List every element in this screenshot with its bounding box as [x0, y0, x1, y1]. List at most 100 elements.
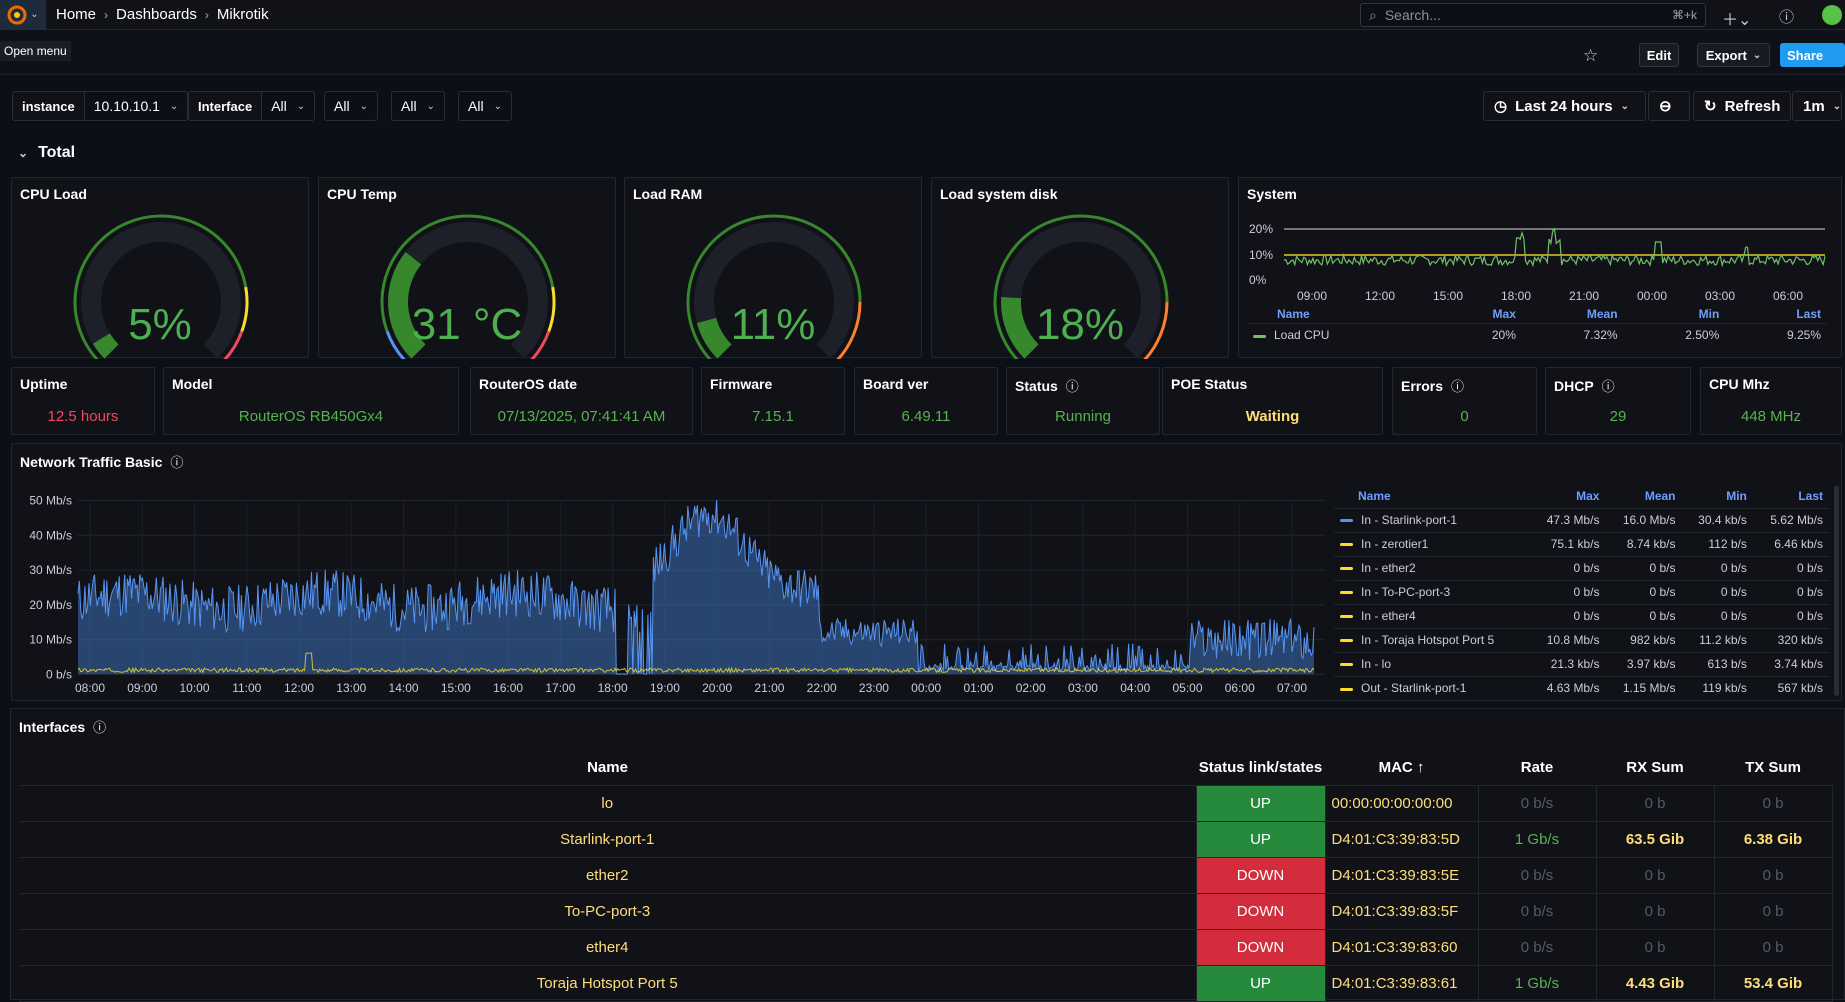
- panel-system[interactable]: System 20% 10% 0% 09:00 12:00 15:00 18:0…: [1238, 177, 1842, 358]
- legend-max: 4.63 Mb/s: [1529, 675, 1606, 700]
- cell-name: ether2: [19, 857, 1197, 894]
- avatar[interactable]: [1822, 5, 1842, 25]
- chevron-down-icon: ⌄: [1752, 49, 1762, 61]
- stat-panel-dhcp[interactable]: DHCP ⓘ 29: [1545, 367, 1691, 435]
- legend-last: 9.25%: [1725, 322, 1827, 347]
- legend-mean: 982 kb/s: [1605, 627, 1682, 652]
- panel-title-text: Network Traffic Basic: [20, 453, 163, 470]
- row-total[interactable]: ⌄ Total: [18, 144, 75, 162]
- column-header-status[interactable]: Status link/states: [1196, 751, 1325, 786]
- chevron-right-icon: ›: [104, 7, 109, 22]
- legend-row[interactable]: In - ether4 0 b/s 0 b/s 0 b/s 0 b/s: [1334, 603, 1829, 628]
- variable-value[interactable]: All ⌄: [392, 92, 444, 120]
- gauge-track: [81, 222, 241, 359]
- legend-last: 6.46 kb/s: [1752, 531, 1829, 556]
- gauge-threshold-arc: [547, 286, 556, 332]
- legend-scrollbar[interactable]: [1834, 486, 1839, 696]
- table-row[interactable]: Toraja Hotspot Port 5 UP D4:01:C3:39:83:61…: [19, 965, 1833, 1002]
- breadcrumb-dashboards[interactable]: Dashboards: [116, 6, 197, 23]
- legend-row[interactable]: In - lo 21.3 kb/s 3.97 kb/s 613 b/s 3.74 kb/…: [1334, 651, 1829, 676]
- panel-interfaces[interactable]: Interfaces ⓘ Name Status link/states MAC …: [10, 708, 1845, 1002]
- column-header-tx-sum[interactable]: TX Sum: [1714, 751, 1832, 786]
- star-icon[interactable]: ☆: [1583, 46, 1599, 65]
- column-header-mac[interactable]: MAC ↑: [1325, 751, 1478, 786]
- table-row[interactable]: To-PC-port-3 DOWN D4:01:C3:39:83:5F 0 b/s 0 …: [19, 893, 1833, 930]
- breadcrumb-home[interactable]: Home: [56, 6, 97, 23]
- x-tick: 08:00: [75, 681, 105, 695]
- variable-value[interactable]: All ⌄: [262, 92, 314, 120]
- variable-4[interactable]: All ⌄: [391, 91, 445, 121]
- info-icon[interactable]: ⓘ: [170, 455, 184, 470]
- legend-min: 0 b/s: [1681, 555, 1753, 580]
- edit-button[interactable]: Edit: [1639, 43, 1679, 67]
- time-range-picker[interactable]: ◷ Last 24 hours ⌄: [1483, 91, 1646, 121]
- stat-panel-status[interactable]: Status ⓘ Running: [1006, 367, 1160, 435]
- stat-panel-routeros-date[interactable]: RouterOS date 07/13/2025, 07:41:41 AM: [470, 367, 693, 435]
- plus-icon[interactable]: ＋⌄: [1722, 12, 1752, 29]
- stat-panel-uptime[interactable]: Uptime 12.5 hours: [11, 367, 155, 435]
- legend-row[interactable]: In - Toraja Hotspot Port 5 10.8 Mb/s 982 k…: [1334, 627, 1829, 652]
- legend-max: 47.3 Mb/s: [1529, 507, 1606, 532]
- info-icon[interactable]: ⓘ: [1065, 379, 1079, 394]
- stat-panel-errors[interactable]: Errors ⓘ 0: [1392, 367, 1537, 435]
- x-tick: 12:00: [284, 681, 314, 695]
- panel-network-traffic[interactable]: Network Traffic Basic ⓘ 50 Mb/s 40 Mb/s 30 …: [11, 443, 1842, 701]
- panel-title: POE Status: [1171, 376, 1247, 392]
- panel-load-ram[interactable]: Load RAM 11%: [624, 177, 922, 359]
- legend-name: In - zerotier1: [1334, 531, 1530, 556]
- help-icon[interactable]: ⓘ: [1779, 9, 1795, 26]
- search-input[interactable]: ⌕ Search... ⌘+k: [1360, 3, 1706, 27]
- legend-row[interactable]: In - zerotier1 75.1 kb/s 8.74 kb/s 112 b/s 6…: [1334, 531, 1829, 556]
- stat-value: 29: [1609, 408, 1627, 425]
- stat-panel-poe-status[interactable]: POE Status Waiting: [1162, 367, 1383, 435]
- cell-rx-sum: 0 b: [1596, 785, 1715, 822]
- stat-value: 6.49.11: [901, 408, 951, 425]
- y-tick: 40 Mb/s: [29, 528, 72, 542]
- cell-status: UP: [1196, 965, 1326, 1002]
- refresh-interval-picker[interactable]: 1m ⌄: [1792, 91, 1842, 121]
- variable-5[interactable]: All ⌄: [458, 91, 512, 121]
- legend-row[interactable]: Load CPU 20% 7.32% 2.50% 9.25%: [1247, 322, 1827, 347]
- share-label: Share: [1787, 47, 1824, 63]
- refresh-button[interactable]: ↻ Refresh: [1693, 91, 1791, 121]
- x-tick: 17:00: [545, 681, 575, 695]
- panel-cpu-load[interactable]: CPU Load 5%: [11, 177, 309, 359]
- variable-value[interactable]: 10.10.10.1 ⌄: [85, 92, 188, 120]
- legend-row[interactable]: Out - Starlink-port-1 4.63 Mb/s 1.15 Mb/s 1…: [1334, 675, 1829, 700]
- column-header-rx-sum[interactable]: RX Sum: [1596, 751, 1714, 786]
- variable-value[interactable]: All ⌄: [459, 92, 511, 120]
- legend-row[interactable]: In - Starlink-port-1 47.3 Mb/s 16.0 Mb/s 30…: [1334, 507, 1829, 532]
- panel-cpu-temp[interactable]: CPU Temp 31 °C: [318, 177, 616, 359]
- legend-row[interactable]: In - To-PC-port-3 0 b/s 0 b/s 0 b/s 0 b/s: [1334, 579, 1829, 604]
- variable-3[interactable]: All ⌄: [324, 91, 378, 121]
- column-header-rate[interactable]: Rate: [1478, 751, 1596, 786]
- panel-load-system-disk[interactable]: Load system disk 18%: [931, 177, 1229, 359]
- y-tick: 30 Mb/s: [29, 563, 72, 577]
- stat-panel-firmware[interactable]: Firmware 7.15.1: [701, 367, 845, 435]
- table-row[interactable]: Starlink-port-1 UP D4:01:C3:39:83:5D 1 Gb/s…: [19, 821, 1833, 858]
- variable-interface[interactable]: Interface All ⌄: [188, 91, 316, 121]
- info-icon[interactable]: ⓘ: [93, 720, 107, 735]
- column-header-name[interactable]: Name: [19, 751, 1196, 786]
- legend-row[interactable]: In - ether2 0 b/s 0 b/s 0 b/s 0 b/s: [1334, 555, 1829, 580]
- export-button[interactable]: Export ⌄: [1697, 43, 1770, 67]
- share-button[interactable]: Share: [1780, 43, 1845, 67]
- variable-instance[interactable]: instance 10.10.10.1 ⌄: [12, 91, 189, 121]
- y-tick: 20 Mb/s: [29, 598, 72, 612]
- panel-title: Load system disk: [940, 186, 1058, 202]
- info-icon[interactable]: ⓘ: [1451, 379, 1465, 394]
- search-placeholder: Search...: [1384, 7, 1441, 23]
- zoom-out-button[interactable]: ⊖: [1648, 91, 1690, 121]
- variable-value[interactable]: All ⌄: [325, 92, 377, 120]
- stat-panel-cpu-mhz[interactable]: CPU Mhz 448 MHz: [1700, 367, 1842, 435]
- info-icon[interactable]: ⓘ: [1601, 379, 1615, 394]
- x-tick: 16:00: [493, 681, 523, 695]
- stat-panel-model[interactable]: Model RouterOS RB450Gx4: [163, 367, 459, 435]
- legend-mean: 0 b/s: [1605, 579, 1682, 604]
- stat-panel-board-ver[interactable]: Board ver 6.49.11: [854, 367, 998, 435]
- cell-status: DOWN: [1196, 857, 1326, 894]
- grafana-menu-button[interactable]: ⌄: [0, 0, 46, 30]
